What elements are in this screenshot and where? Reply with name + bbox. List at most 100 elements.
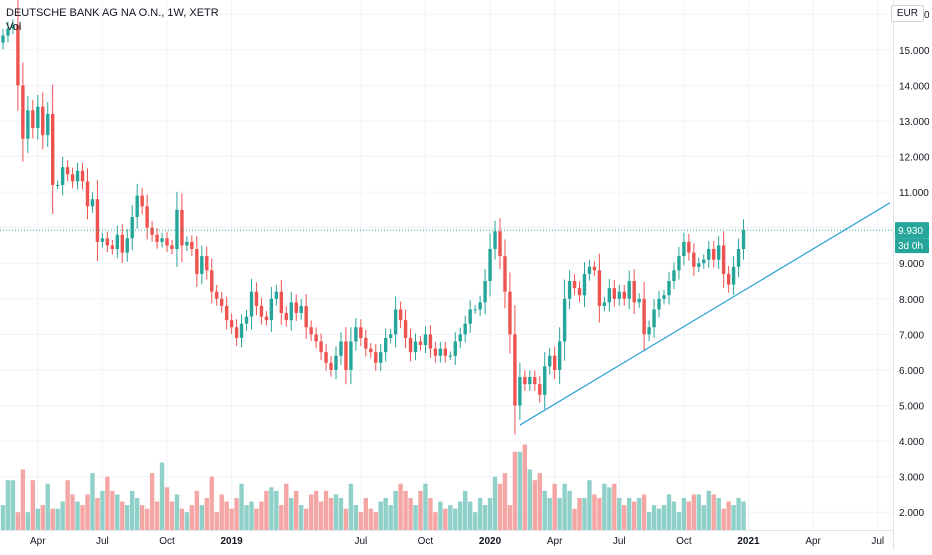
candle-body bbox=[652, 309, 656, 328]
candle-body bbox=[70, 174, 75, 182]
volume-bar bbox=[45, 483, 50, 530]
volume-bar bbox=[641, 494, 647, 530]
volume-bar bbox=[199, 505, 204, 530]
candle-body bbox=[239, 323, 244, 338]
candle-body bbox=[120, 234, 124, 253]
volume-bar bbox=[333, 494, 339, 530]
candle-body bbox=[707, 248, 711, 260]
volume-bar bbox=[472, 512, 478, 530]
volume-bar bbox=[418, 490, 423, 530]
candle-body bbox=[428, 334, 433, 349]
x-tick-label: Apr bbox=[547, 536, 563, 547]
volume-bar bbox=[557, 497, 562, 530]
volume-bar bbox=[522, 444, 528, 530]
candle-body bbox=[140, 195, 144, 207]
candle-body bbox=[627, 281, 631, 299]
price-axis[interactable]: 2.000 3.000 4.000 5.000 6.000 7.000 8.000 9.000… bbox=[899, 10, 930, 519]
candle-body bbox=[324, 352, 328, 363]
candle-body bbox=[478, 302, 482, 310]
volume-bar bbox=[383, 497, 388, 530]
candle-body bbox=[41, 106, 45, 136]
candle-body bbox=[110, 245, 115, 249]
x-tick-label: Jul bbox=[871, 536, 884, 547]
candle-body bbox=[612, 288, 617, 299]
symbol-title[interactable]: DEUTSCHE BANK AG NA O.N., 1W, XETR bbox=[6, 7, 219, 19]
volume-bar bbox=[313, 490, 319, 530]
volume-bar bbox=[423, 483, 428, 530]
candle-body bbox=[602, 302, 607, 306]
candle-body bbox=[736, 248, 741, 267]
candle-body bbox=[21, 85, 25, 139]
volume-bar bbox=[373, 512, 378, 530]
y-tick-label: 5.000 bbox=[899, 402, 924, 413]
candle-body bbox=[259, 305, 264, 317]
volume-bar bbox=[289, 497, 294, 530]
candle-body bbox=[294, 302, 298, 314]
candle-body bbox=[354, 327, 358, 342]
volume-bar bbox=[681, 497, 687, 530]
volume-bar bbox=[105, 476, 110, 530]
candle-body bbox=[219, 298, 224, 306]
volume-bar bbox=[229, 508, 234, 530]
candle-body bbox=[473, 309, 477, 311]
candle-body bbox=[229, 320, 234, 328]
volume-bar bbox=[50, 508, 55, 530]
countdown-badge-bg bbox=[895, 238, 929, 254]
volume-bar bbox=[497, 483, 503, 530]
volume-bar bbox=[612, 483, 617, 530]
candle-body bbox=[697, 263, 701, 267]
candle-body bbox=[567, 281, 572, 299]
candle-body bbox=[80, 170, 85, 182]
volume-bar bbox=[25, 512, 31, 530]
candle-body bbox=[289, 302, 293, 321]
volume-bar bbox=[249, 501, 254, 530]
volume-bar bbox=[130, 490, 135, 530]
y-tick-label: 6.000 bbox=[899, 366, 924, 377]
volume-bar bbox=[651, 505, 657, 530]
volume-bar bbox=[134, 497, 140, 530]
candle-body bbox=[398, 309, 403, 321]
volume-bar bbox=[676, 512, 682, 530]
candle-body bbox=[90, 199, 95, 207]
volume-bar bbox=[403, 490, 408, 530]
candle-body bbox=[393, 309, 398, 335]
volume-bar bbox=[736, 497, 741, 530]
candle-body bbox=[552, 355, 557, 370]
trendline[interactable] bbox=[519, 202, 891, 426]
volume-bar bbox=[666, 494, 672, 530]
volume-bar bbox=[363, 497, 369, 530]
volume-bar bbox=[487, 497, 493, 530]
volume-bar bbox=[716, 497, 721, 530]
volume-bar bbox=[592, 494, 597, 530]
volume-bar bbox=[115, 494, 120, 530]
volume-bar bbox=[587, 480, 592, 530]
candle-body bbox=[314, 334, 318, 342]
volume-label[interactable]: Vol bbox=[6, 21, 22, 33]
candle-body bbox=[51, 113, 55, 185]
candle-body bbox=[468, 309, 472, 324]
candle-body bbox=[135, 195, 139, 217]
candle-body bbox=[125, 238, 129, 253]
candle-body bbox=[687, 241, 691, 253]
volume-bar bbox=[622, 505, 627, 530]
volume-bar bbox=[274, 490, 279, 530]
candle-body bbox=[488, 248, 492, 282]
time-axis[interactable]: Apr Jul Oct 2019 Jul Oct 2020 Apr Jul Oct 2021 Apr J… bbox=[30, 536, 884, 547]
volume-bar bbox=[35, 508, 40, 530]
y-tick-label: 3.000 bbox=[899, 473, 924, 484]
volume-bar bbox=[80, 505, 85, 530]
candle-body bbox=[453, 341, 457, 356]
currency-button[interactable]: EUR bbox=[890, 5, 924, 22]
candle-body bbox=[582, 273, 587, 296]
candle-body bbox=[254, 291, 259, 306]
volume-bar bbox=[189, 505, 195, 530]
y-tick-label: 14.000 bbox=[899, 81, 930, 92]
volume-bar bbox=[661, 505, 667, 530]
candle-body bbox=[587, 266, 592, 274]
y-tick-label: 2.000 bbox=[899, 508, 924, 519]
volume-bar bbox=[602, 483, 607, 530]
candle-body bbox=[210, 270, 214, 292]
candle-body bbox=[388, 334, 393, 338]
candle-body bbox=[637, 298, 641, 303]
